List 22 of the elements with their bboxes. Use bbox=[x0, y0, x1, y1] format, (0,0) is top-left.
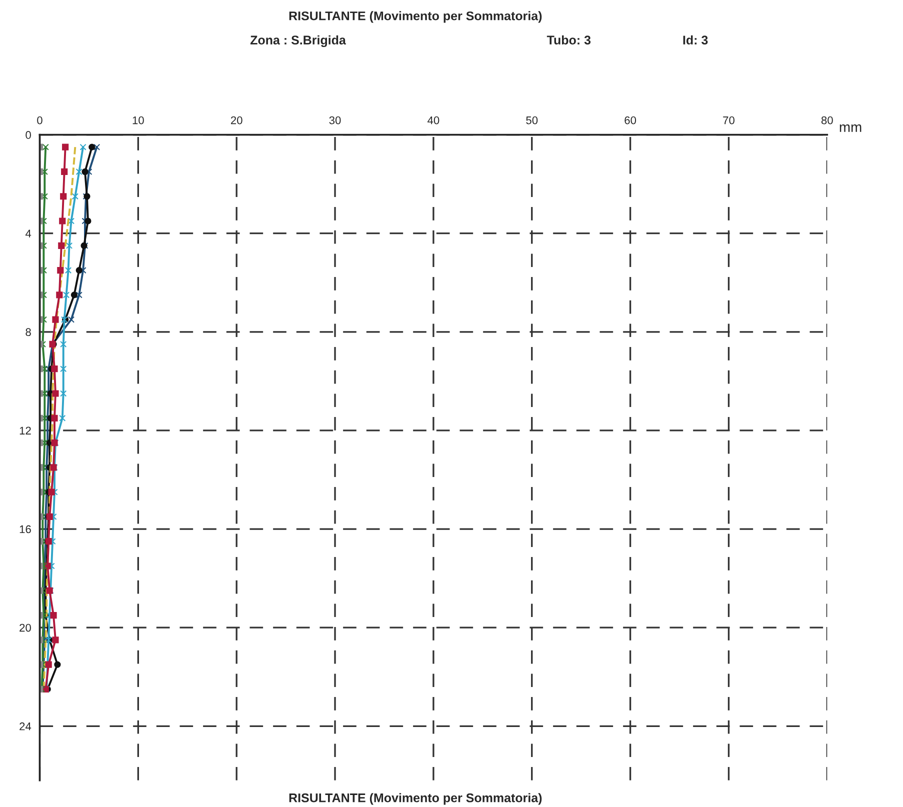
x-tick-label: 70 bbox=[723, 116, 734, 124]
y-tick-label: 8 bbox=[26, 328, 31, 336]
text: Tubo: 3 bbox=[546, 35, 591, 45]
x-tick-label: 30 bbox=[329, 116, 341, 124]
x-tick-label: 20 bbox=[230, 116, 242, 124]
y-tick-label: 16 bbox=[20, 525, 31, 534]
text: Id: 3 bbox=[683, 35, 708, 45]
x-axis-title: mm bbox=[840, 124, 862, 132]
x-tick-label: 60 bbox=[624, 116, 636, 124]
y-tick-label: 24 bbox=[20, 722, 32, 730]
x-tick-label: 10 bbox=[132, 116, 144, 124]
chart-title: RISULTANTE (Movimento per Sommatoria) bbox=[289, 11, 542, 23]
y-tick-label: 0 bbox=[26, 131, 31, 139]
text: RISULTANTE (Movimento per Sommatoria) bbox=[289, 793, 542, 805]
text: Zona : S.Brigida bbox=[250, 35, 346, 48]
x-tick-label: 0 bbox=[37, 116, 42, 124]
y-tick-label: 4 bbox=[25, 230, 32, 238]
x-tick-label: 80 bbox=[821, 116, 833, 124]
x-tick-label: 50 bbox=[526, 116, 538, 124]
x-tick-label: 40 bbox=[428, 116, 440, 124]
y-tick-label: 12 bbox=[20, 426, 31, 434]
y-tick-label: 20 bbox=[20, 624, 31, 632]
